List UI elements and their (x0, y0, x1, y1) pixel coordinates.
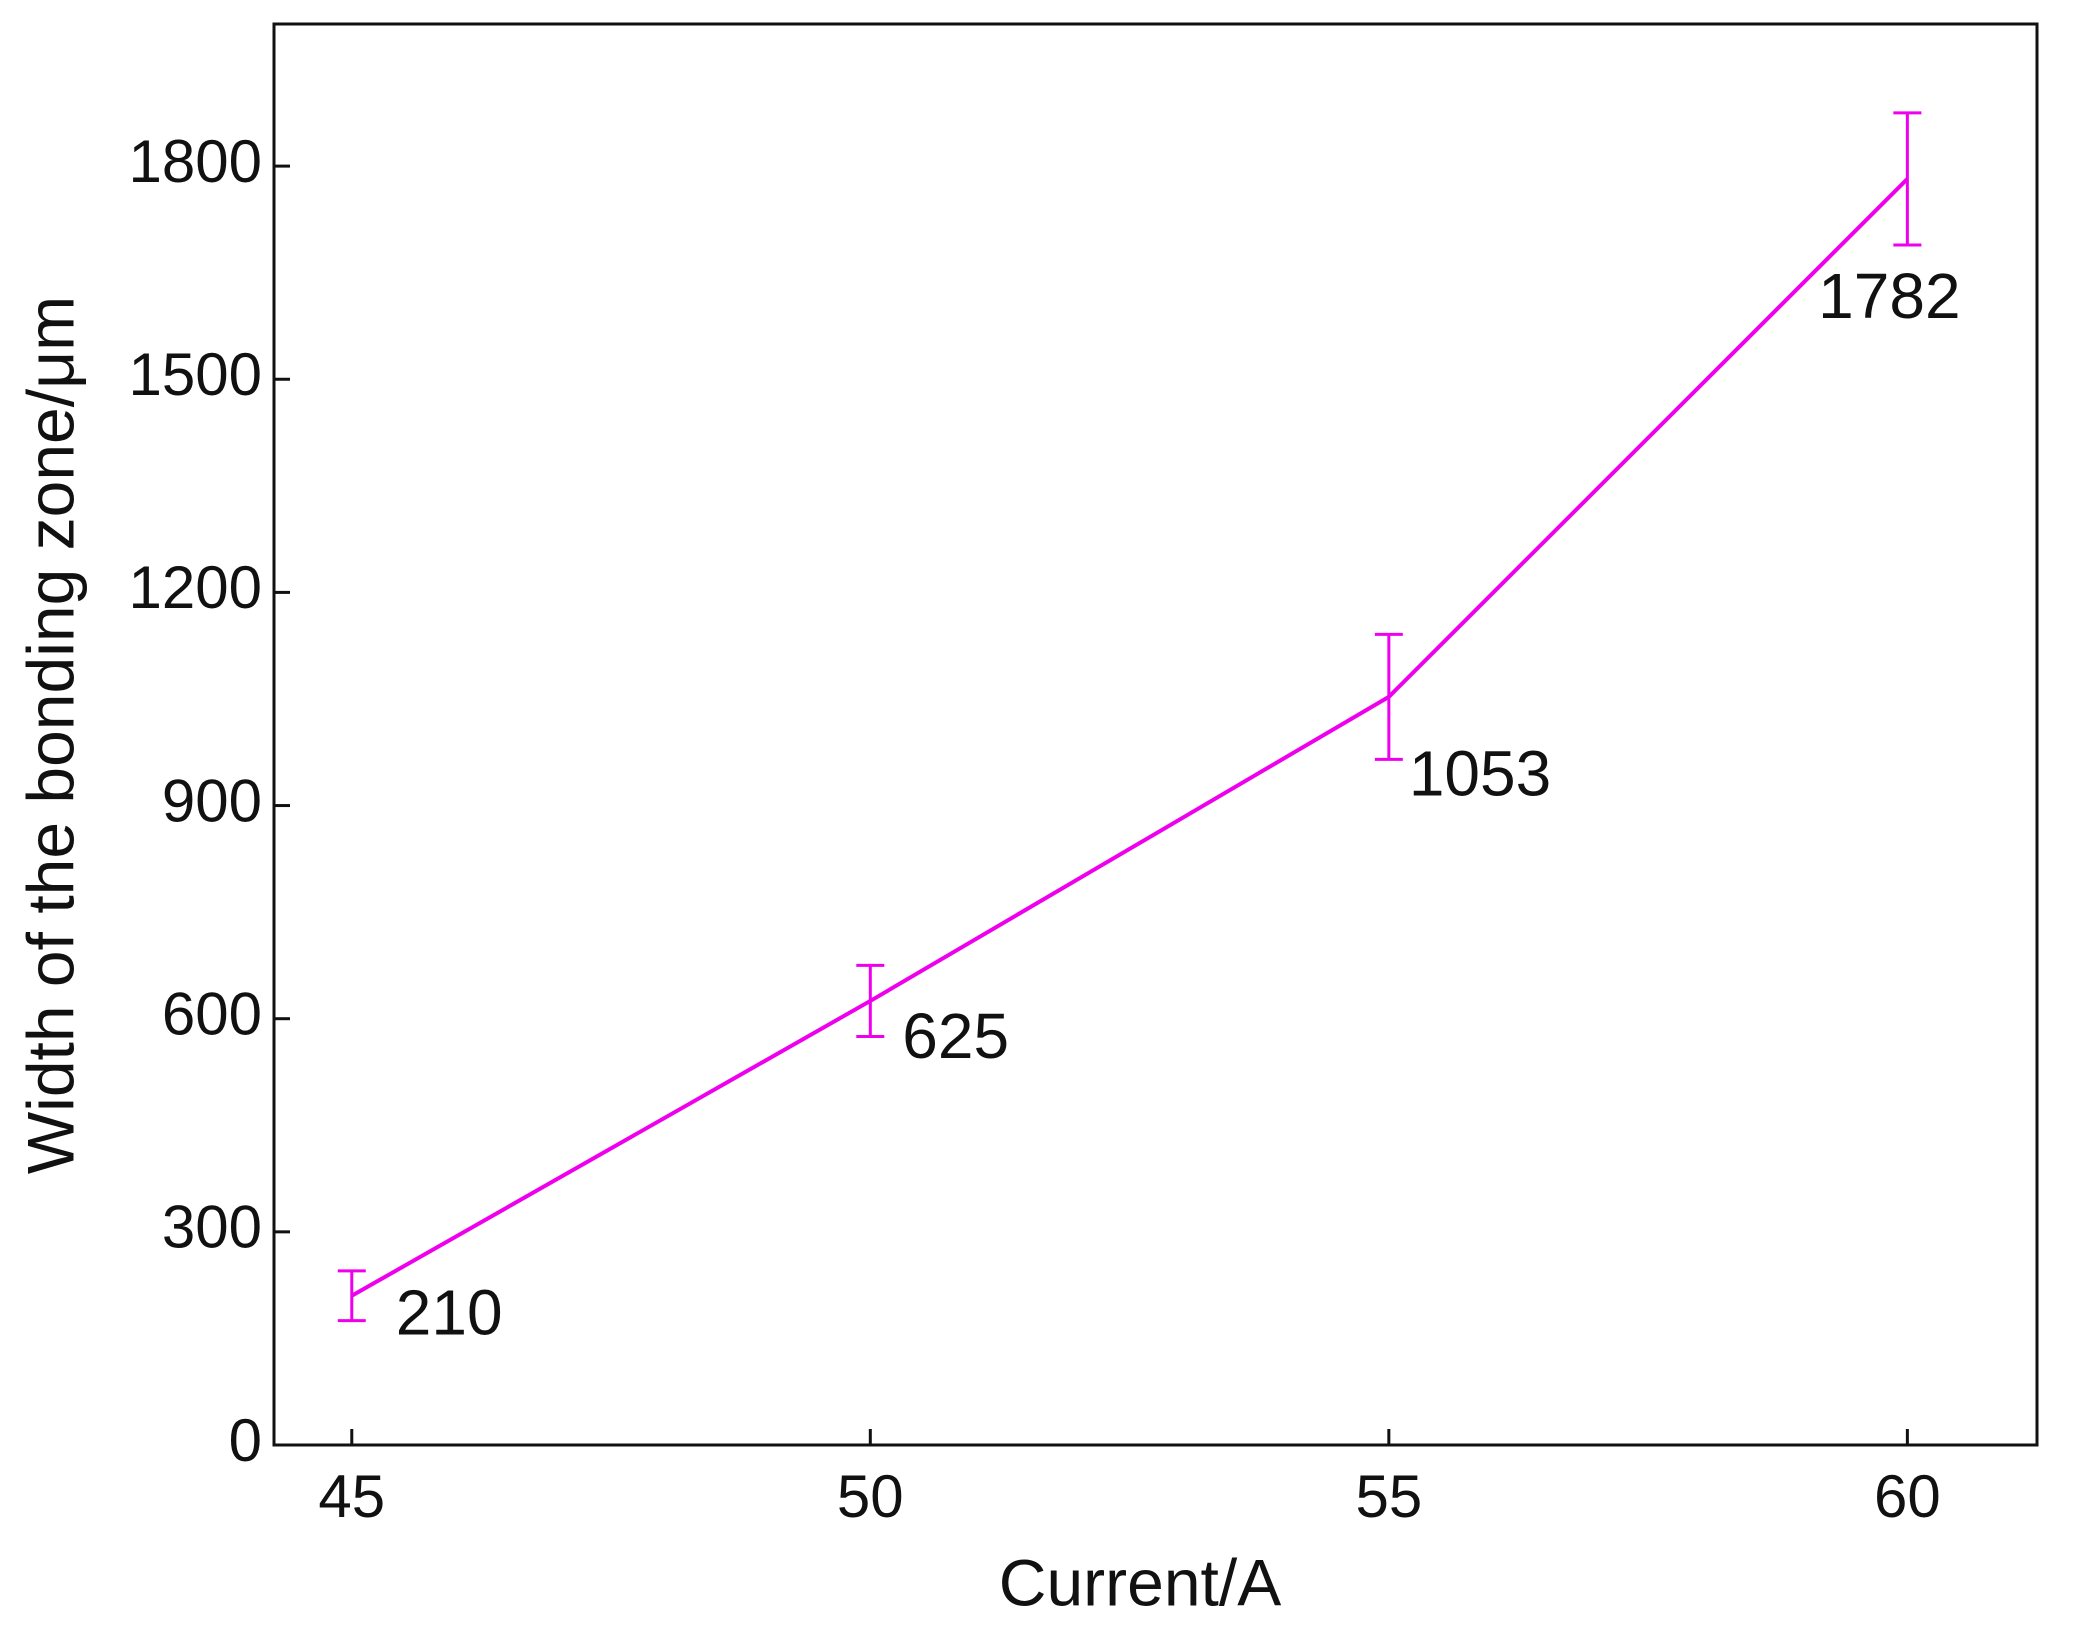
error-bar (337, 1269, 366, 1323)
data-label: 625 (902, 1000, 1009, 1072)
data-label: 210 (396, 1277, 503, 1349)
y-tick-label: 1200 (129, 554, 262, 621)
y-tick-label: 600 (162, 981, 262, 1048)
x-axis-label: Current/A (999, 1545, 1281, 1619)
data-label: 1782 (1818, 260, 1960, 332)
y-tick-label: 300 (162, 1194, 262, 1261)
plot-frame (272, 22, 2039, 1447)
data-line (350, 177, 1909, 1298)
data-label: 1053 (1409, 738, 1551, 810)
y-tick-label: 0 (229, 1407, 262, 1474)
x-tick-label: 60 (1874, 1463, 1941, 1530)
x-tick-label: 50 (837, 1463, 904, 1530)
error-bar (856, 963, 885, 1038)
error-bar (1893, 111, 1922, 247)
y-tick-label: 1800 (129, 128, 262, 195)
y-axis-label: Width of the bonding zone/μm (13, 296, 87, 1174)
y-tick-label: 1500 (129, 341, 262, 408)
y-tick-label: 900 (162, 767, 262, 834)
x-tick-label: 55 (1355, 1463, 1422, 1530)
error-bar (1374, 632, 1403, 761)
x-tick-label: 45 (318, 1463, 385, 1530)
